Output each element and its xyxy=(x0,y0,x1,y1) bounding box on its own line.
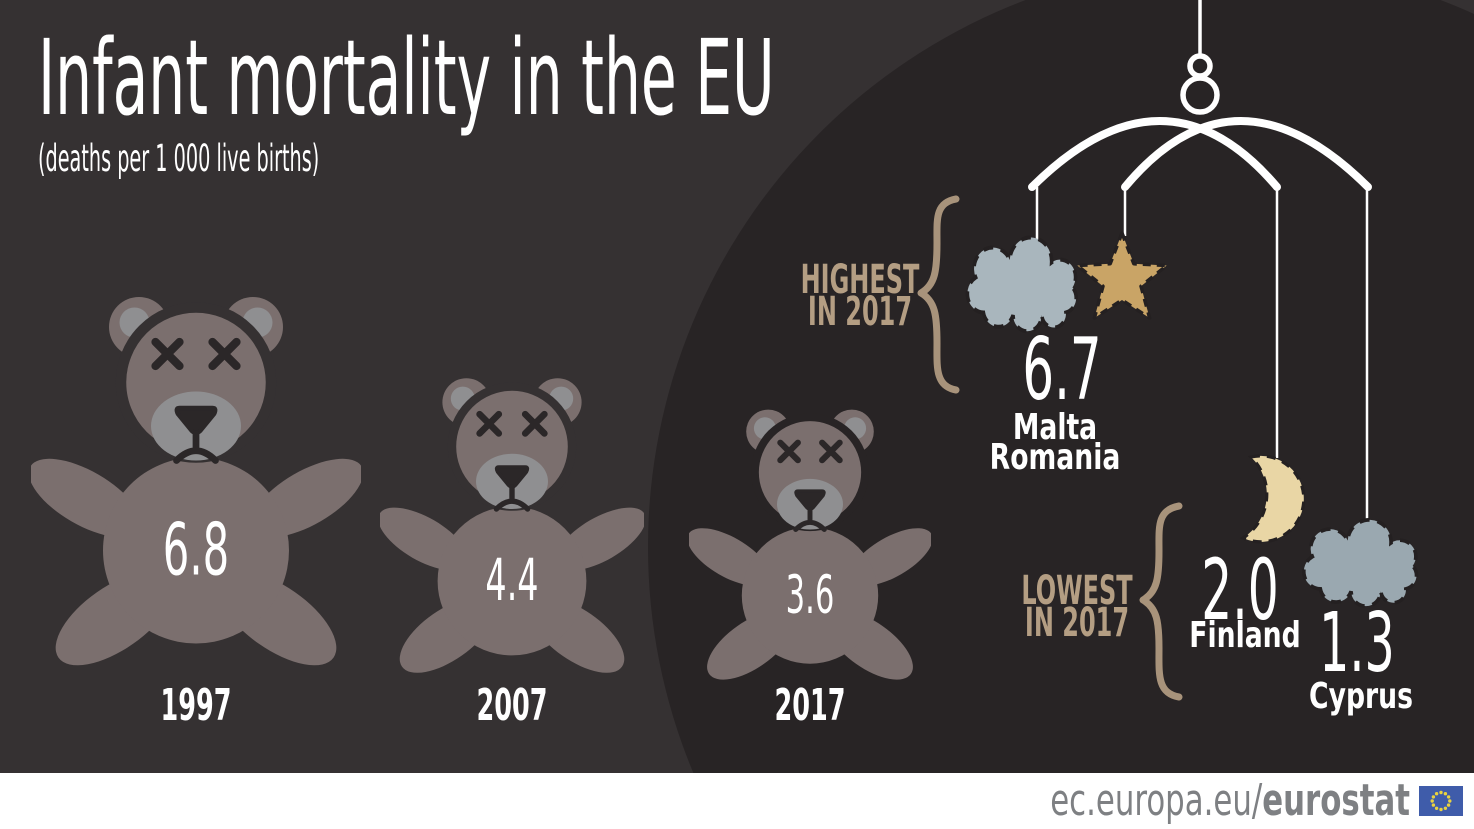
x-eyes-icon xyxy=(476,410,548,437)
footer-url: ec.europa.eu/eurostat xyxy=(1050,779,1410,823)
page-title: Infant mortality in the EU xyxy=(38,17,775,139)
teddy-bear-2017-icon: 3.6 xyxy=(689,409,931,680)
bear-value: 6.8 xyxy=(163,507,229,591)
year-label-2007: 2007 xyxy=(476,680,548,731)
footer-bar: ec.europa.eu/eurostat xyxy=(0,773,1474,829)
bear-frown-icon xyxy=(173,430,219,464)
bear-frown-icon xyxy=(793,507,827,532)
bear-frown-icon xyxy=(493,484,531,512)
lowest-value-cyprus: 1.3 xyxy=(1319,596,1395,691)
highest-label-line1: HIGHEST xyxy=(800,257,920,303)
highest-label-line2: IN 2017 xyxy=(807,289,913,335)
header: Infant mortality in the EU (deaths per 1… xyxy=(38,17,1354,181)
eu-flag-icon xyxy=(1419,786,1463,816)
x-eyes-icon xyxy=(777,439,843,464)
bear-value: 3.6 xyxy=(786,565,835,626)
x-eyes-icon xyxy=(151,337,241,371)
teddy-bear-2007-icon: 4.4 xyxy=(380,378,644,673)
page-subtitle: (deaths per 1 000 live births) xyxy=(38,137,320,181)
footer-url-brand: eurostat xyxy=(1262,775,1410,826)
country-cyprus: Cyprus xyxy=(1309,676,1413,717)
highest-label: HIGHEST IN 2017 xyxy=(794,257,926,335)
bear-value: 4.4 xyxy=(485,548,538,615)
footer-url-site: ec.europa.eu/ xyxy=(1050,775,1263,826)
country-malta: Malta xyxy=(1012,407,1098,448)
lowest-label-line2: IN 2017 xyxy=(1024,600,1130,646)
year-label-1997: 1997 xyxy=(160,680,232,731)
highest-value: 6.7 xyxy=(1022,320,1102,420)
country-romania: Romania xyxy=(989,437,1121,478)
highest-countries: Malta Romania xyxy=(981,407,1129,478)
year-label-2017: 2017 xyxy=(774,680,846,731)
lowest-value-finland: 2.0 xyxy=(1201,541,1279,639)
lowest-label: LOWEST IN 2017 xyxy=(1011,568,1143,646)
country-finland: Finland xyxy=(1189,615,1301,656)
lowest-label-line1: LOWEST xyxy=(1021,568,1133,614)
teddy-bear-1997-icon: 6.8 xyxy=(31,297,361,666)
